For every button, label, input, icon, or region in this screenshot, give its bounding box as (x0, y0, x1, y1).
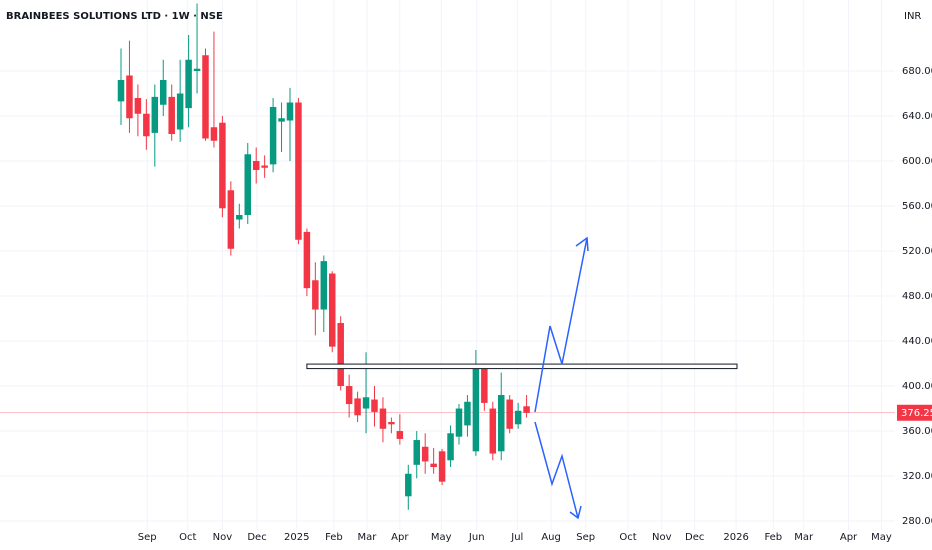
candle-body (388, 422, 395, 425)
candle-body (405, 473, 412, 497)
candle-body (202, 55, 209, 139)
candle-body (295, 102, 302, 240)
candle-body (236, 215, 243, 220)
arrow-up (534, 236, 589, 413)
candle-body (489, 408, 497, 454)
x-tick-label: 2025 (284, 532, 309, 543)
candle-body (143, 113, 150, 137)
candle-body (455, 408, 463, 437)
candle-body (514, 410, 522, 425)
y-tick-label: 680.00 (902, 66, 932, 77)
x-tick-label: Dec (685, 532, 704, 543)
candle-body (269, 107, 277, 165)
candle-body (506, 399, 513, 429)
y-tick-label: 480.00 (902, 291, 932, 302)
x-tick-label: 2026 (723, 532, 748, 543)
x-tick-label: Apr (840, 532, 858, 543)
x-tick-label: Oct (179, 532, 196, 543)
candle-body (497, 395, 505, 452)
x-tick-label: Jul (510, 532, 523, 543)
candle-body (464, 401, 471, 426)
candle-body (185, 59, 192, 109)
candle-body (362, 397, 370, 409)
candle-body (447, 433, 454, 461)
candle-body (523, 406, 530, 413)
candle-body (354, 398, 361, 416)
candle-body (117, 79, 125, 102)
y-tick-label: 320.00 (902, 471, 932, 482)
x-tick-label: Mar (357, 532, 377, 543)
candle-body (438, 451, 446, 482)
x-tick-label: Feb (325, 532, 343, 543)
candle-body (345, 386, 353, 405)
candle-body (481, 366, 488, 403)
candle-body (261, 165, 268, 168)
y-tick-label: 520.00 (902, 246, 932, 257)
candle-body (413, 440, 420, 465)
last-price-label: 376.25 (901, 408, 932, 419)
y-tick-label: 280.00 (902, 516, 932, 527)
x-tick-label: Sep (138, 532, 157, 543)
candle-body (219, 122, 226, 209)
currency-label: INR (904, 11, 921, 22)
x-tick-label: Sep (576, 532, 595, 543)
x-tick-label: Oct (619, 532, 636, 543)
x-tick-label: Nov (652, 532, 672, 543)
x-tick-label: Apr (391, 532, 409, 543)
candle-body (159, 79, 167, 105)
candle-body (286, 102, 294, 121)
x-tick-label: May (431, 532, 452, 543)
candle-body (244, 154, 251, 216)
candle-body (210, 127, 218, 141)
candle-body (168, 96, 175, 135)
chart-title: BRAINBEES SOLUTIONS LTD · 1W · NSE (6, 11, 223, 22)
y-tick-label: 400.00 (902, 381, 932, 392)
candle-body (312, 280, 319, 310)
candle-body (151, 96, 159, 133)
resistance-zone (306, 363, 738, 370)
y-tick-label: 560.00 (902, 201, 932, 212)
x-tick-label: Dec (247, 532, 266, 543)
candle-body (472, 365, 480, 452)
candle-body (396, 431, 404, 439)
candle-body (328, 273, 336, 347)
candle-body (193, 68, 201, 71)
candle-body (227, 190, 235, 249)
last-price-box (897, 404, 932, 421)
candle-body (430, 463, 437, 468)
candle-body (134, 97, 142, 114)
candle-body (371, 399, 378, 412)
y-tick-label: 640.00 (902, 111, 932, 122)
candle-body (379, 408, 387, 429)
x-tick-label: May (871, 532, 892, 543)
arrow-down (534, 421, 582, 520)
x-tick-label: Feb (764, 532, 782, 543)
candle-body (303, 231, 311, 289)
y-tick-label: 360.00 (902, 426, 932, 437)
x-tick-label: Nov (213, 532, 233, 543)
candle-body (176, 93, 184, 130)
candle-body (337, 323, 344, 387)
x-tick-label: Mar (794, 532, 814, 543)
candle-body (278, 118, 285, 122)
y-tick-label: 600.00 (902, 156, 932, 167)
candle-body (252, 161, 260, 171)
x-tick-label: Jun (468, 532, 485, 543)
y-tick-label: 440.00 (902, 336, 932, 347)
candle-body (320, 261, 328, 310)
candle-body (126, 75, 133, 119)
candle-body (421, 446, 429, 462)
x-tick-label: Aug (541, 532, 561, 543)
